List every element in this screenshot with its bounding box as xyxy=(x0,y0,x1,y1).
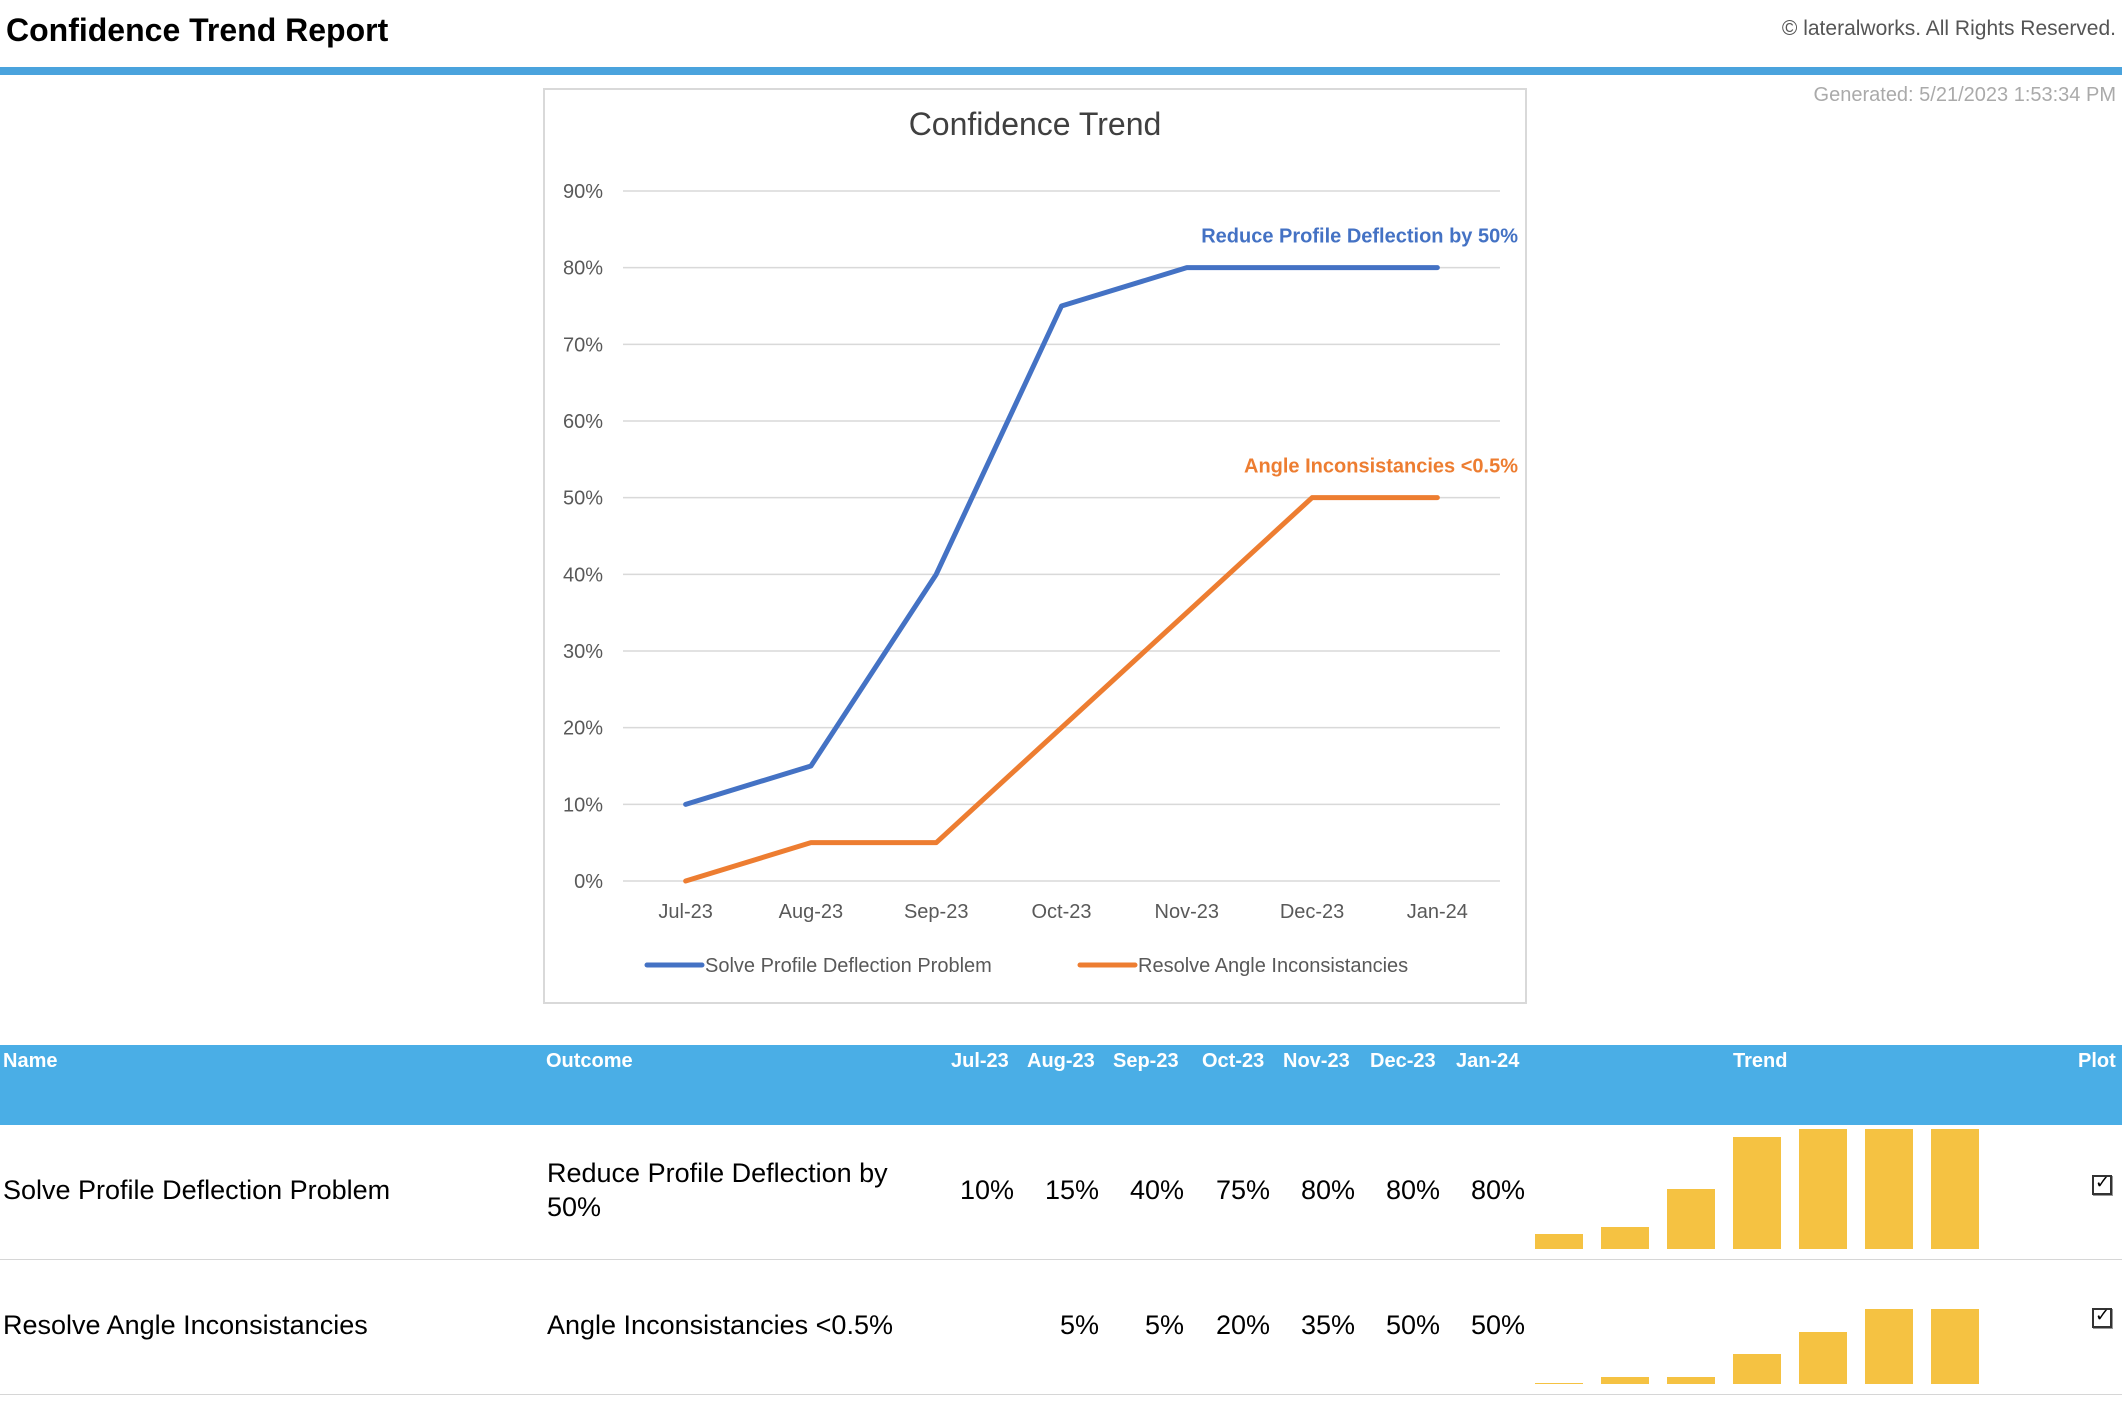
y-tick-label: 0% xyxy=(574,871,603,893)
row-value-dec-23: 80% xyxy=(1385,1175,1440,1205)
y-tick-label: 90% xyxy=(563,181,603,203)
x-tick-label: Aug-23 xyxy=(779,901,844,923)
trend-bar xyxy=(1733,1354,1781,1384)
row-outcome: Angle Inconsistancies <0.5% xyxy=(547,1310,893,1340)
row-value-aug-23: 5% xyxy=(1059,1310,1099,1340)
trend-bar xyxy=(1733,1136,1781,1249)
confidence-trend-chart: Confidence Trend 0% 10% 20% 30% 40% 50% 60% 70% 8… xyxy=(543,88,1527,1004)
check-icon: ✓ xyxy=(2095,1172,2111,1193)
table-header xyxy=(0,1045,2122,1125)
row-value-oct-23: 75% xyxy=(1215,1175,1270,1205)
legend-label: Solve Profile Deflection Problem xyxy=(705,955,992,977)
row-value-jan-24: 80% xyxy=(1470,1175,1525,1205)
column-header-sep-23[interactable]: Sep-23 xyxy=(1113,1050,1179,1072)
header-divider xyxy=(0,67,2122,75)
column-header-jul-23[interactable]: Jul-23 xyxy=(951,1050,1009,1072)
y-tick-label: 40% xyxy=(563,564,603,586)
x-tick-label: Jan-24 xyxy=(1407,901,1468,923)
row-name: Resolve Angle Inconsistancies xyxy=(3,1310,368,1340)
series-end-label: Angle Inconsistancies <0.5% xyxy=(1244,456,1518,478)
chart-title: Confidence Trend xyxy=(909,106,1162,142)
y-tick-label: 70% xyxy=(563,334,603,356)
y-tick-label: 10% xyxy=(563,794,603,816)
column-header-nov-23[interactable]: Nov-23 xyxy=(1283,1050,1350,1072)
series-end-label: Reduce Profile Deflection by 50% xyxy=(1201,226,1518,248)
x-tick-label: Jul-23 xyxy=(658,901,712,923)
column-header-outcome[interactable]: Outcome xyxy=(546,1050,633,1072)
column-header-plot[interactable]: Plot xyxy=(2078,1050,2116,1072)
row-outcome: Reduce Profile Deflection by 50% xyxy=(547,1158,888,1222)
trend-bar xyxy=(1865,1129,1913,1249)
trend-sparkbar xyxy=(1535,1125,1995,1257)
chart-svg: Confidence Trend 0% 10% 20% 30% 40% 50% 60% 70% 8… xyxy=(563,106,1518,977)
trend-bar xyxy=(1535,1234,1583,1249)
row-value-dec-23: 50% xyxy=(1385,1310,1440,1340)
column-header-oct-23[interactable]: Oct-23 xyxy=(1202,1050,1265,1072)
row-value-aug-23: 15% xyxy=(1044,1175,1099,1205)
trend-bar xyxy=(1667,1189,1715,1249)
x-tick-label: Oct-23 xyxy=(1031,901,1091,923)
copyright-notice: © lateralworks. All Rights Reserved. xyxy=(1781,17,2116,40)
y-tick-label: 50% xyxy=(563,488,603,510)
report-title: Confidence Trend Report xyxy=(6,12,389,48)
row-value-sep-23: 40% xyxy=(1129,1175,1184,1205)
row-value-jul-23: 10% xyxy=(959,1175,1014,1205)
table-row[interactable]: Resolve Angle Inconsistancies Angle Inco… xyxy=(0,1260,2122,1395)
trend-bar xyxy=(1601,1226,1649,1249)
trend-bar xyxy=(1799,1331,1847,1384)
generated-timestamp: Generated: 5/21/2023 1:53:34 PM xyxy=(1813,84,2116,106)
row-value-jan-24: 50% xyxy=(1470,1310,1525,1340)
trend-bar xyxy=(1931,1309,1979,1384)
plot-checkbox[interactable]: ✓ xyxy=(2092,1305,2112,1328)
table-row[interactable]: Solve Profile Deflection Problem Reduce … xyxy=(0,1125,2122,1260)
column-header-trend[interactable]: Trend xyxy=(1733,1050,1788,1072)
trend-sparkbar xyxy=(1535,1260,1995,1392)
row-name: Solve Profile Deflection Problem xyxy=(3,1175,391,1205)
column-header-aug-23[interactable]: Aug-23 xyxy=(1027,1050,1095,1072)
y-tick-label: 80% xyxy=(563,258,603,280)
trend-bar xyxy=(1799,1129,1847,1249)
trend-bar xyxy=(1601,1376,1649,1384)
check-icon: ✓ xyxy=(2095,1305,2111,1326)
series-line xyxy=(683,265,1440,807)
trend-bar xyxy=(1865,1309,1913,1384)
plot-checkbox[interactable]: ✓ xyxy=(2092,1172,2112,1195)
x-tick-label: Nov-23 xyxy=(1155,901,1219,923)
series-line xyxy=(683,495,1440,884)
y-tick-label: 60% xyxy=(563,411,603,433)
x-tick-label: Dec-23 xyxy=(1280,901,1344,923)
x-tick-label: Sep-23 xyxy=(904,901,969,923)
legend-label: Resolve Angle Inconsistancies xyxy=(1138,955,1408,977)
row-value-nov-23: 35% xyxy=(1300,1310,1355,1340)
row-value-nov-23: 80% xyxy=(1300,1175,1355,1205)
row-value-oct-23: 20% xyxy=(1215,1310,1270,1340)
y-tick-label: 20% xyxy=(563,718,603,740)
column-header-dec-23[interactable]: Dec-23 xyxy=(1370,1050,1436,1072)
trend-bar xyxy=(1667,1376,1715,1384)
trend-bar xyxy=(1931,1129,1979,1249)
column-header-name[interactable]: Name xyxy=(3,1050,58,1072)
trend-bar xyxy=(1535,1382,1583,1384)
y-tick-label: 30% xyxy=(563,641,603,663)
column-header-jan-24[interactable]: Jan-24 xyxy=(1456,1050,1520,1072)
row-value-sep-23: 5% xyxy=(1144,1310,1184,1340)
